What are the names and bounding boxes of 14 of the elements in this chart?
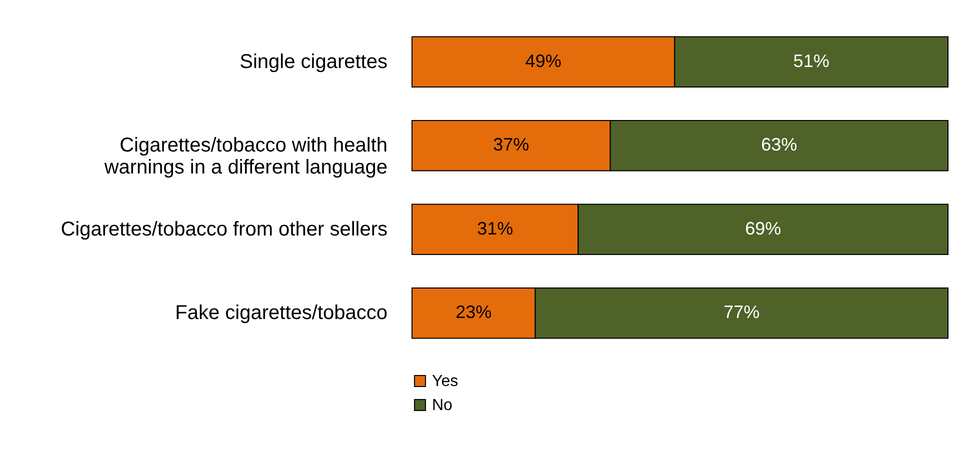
data-label: 31% [477, 218, 514, 238]
legend-label: Yes [432, 373, 458, 390]
y-tick-label: Single cigarettes [240, 50, 388, 73]
data-label: 63% [761, 134, 798, 155]
data-label: 51% [793, 50, 830, 71]
data-label: 77% [724, 302, 760, 322]
y-tick-label: Cigarettes/tobacco from other sellers [60, 218, 388, 240]
data-label: 69% [745, 218, 782, 238]
y-tick-label: Cigarettes/tobacco with health warnings in a different language [103, 134, 388, 179]
data-label: 23% [456, 302, 492, 322]
data-label: 49% [525, 50, 562, 71]
data-label: 37% [493, 134, 530, 155]
legend-label: No [432, 397, 453, 414]
y-tick-label: Fake cigarettes/tobacco [175, 302, 388, 324]
